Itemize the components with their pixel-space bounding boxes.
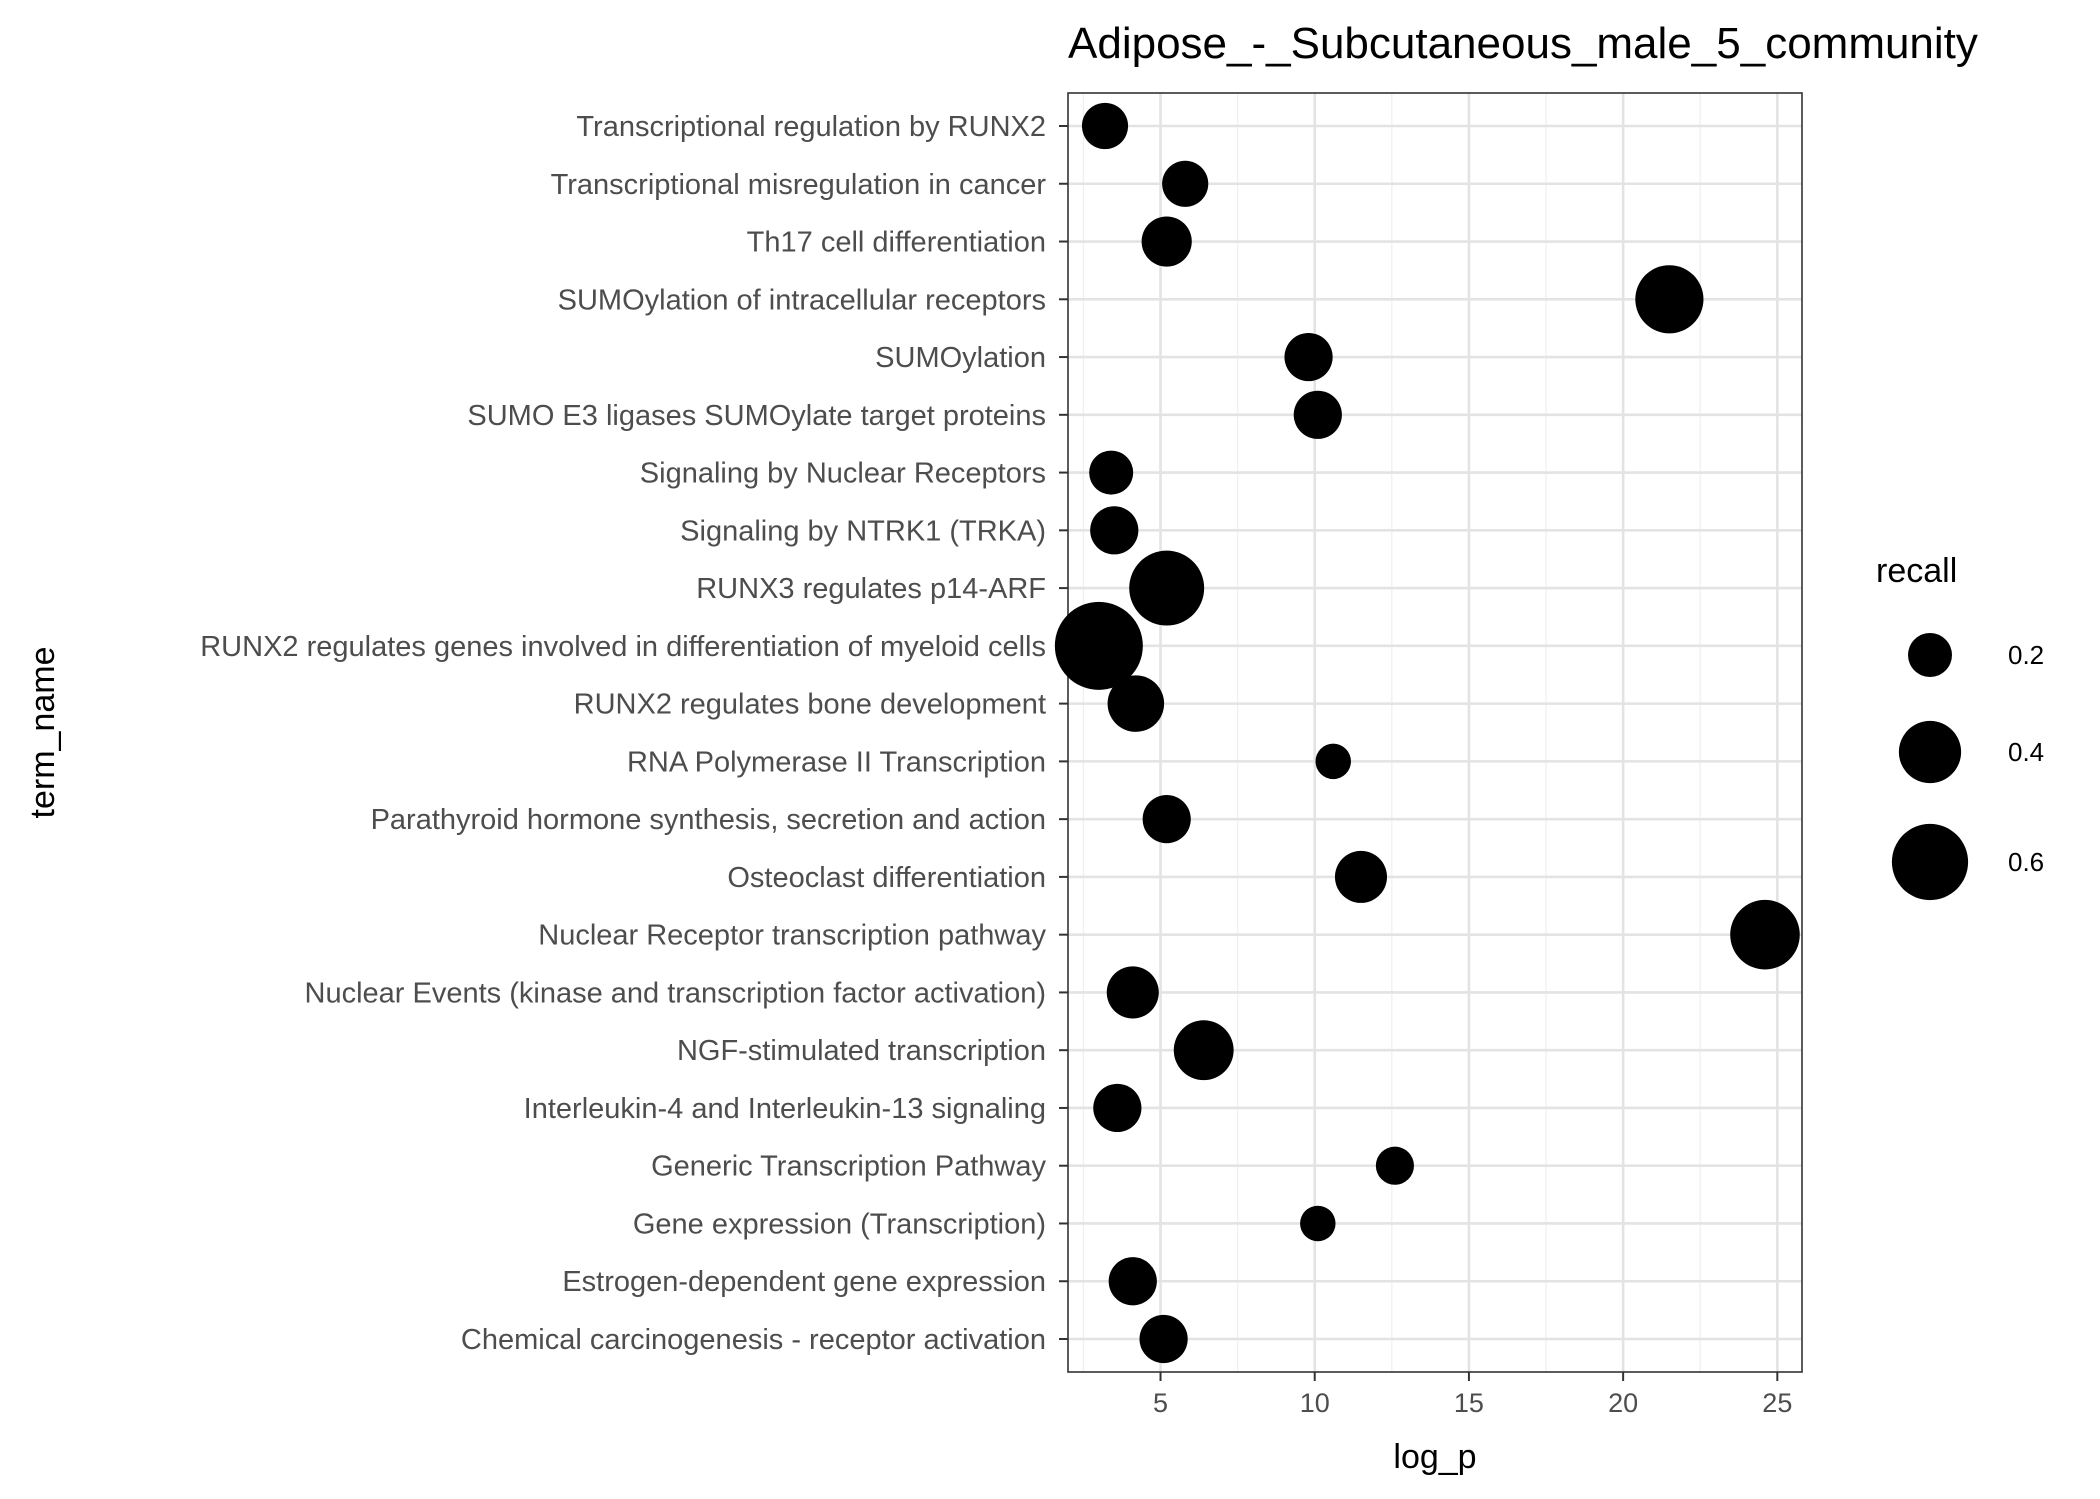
data-point xyxy=(1173,1020,1234,1081)
chart-title: Adipose_-_Subcutaneous_male_5_community xyxy=(1068,19,1978,68)
data-point xyxy=(1730,899,1800,970)
y-tick-label: Signaling by NTRK1 (TRKA) xyxy=(680,515,1046,547)
data-point xyxy=(1162,160,1209,207)
x-tick-label: 10 xyxy=(1300,1388,1330,1418)
data-point xyxy=(1106,966,1159,1019)
y-tick-label: Transcriptional misregulation in cancer xyxy=(551,169,1047,201)
y-tick-label: RUNX2 regulates genes involved in differ… xyxy=(200,631,1046,663)
y-tick-label: Chemical carcinogenesis - receptor activ… xyxy=(461,1324,1046,1356)
data-point xyxy=(1300,1205,1336,1242)
data-point xyxy=(1089,450,1134,495)
data-point xyxy=(1635,265,1704,334)
legend-key xyxy=(1908,633,1952,677)
panel-border xyxy=(1067,92,1803,1373)
legend-key xyxy=(1898,720,1962,784)
axis-ticks: 5 10 15 20 25 Transcriptional regulation by R… xyxy=(200,111,1792,1418)
data-point xyxy=(1139,1314,1188,1364)
y-tick-label: Estrogen-dependent gene expression xyxy=(562,1266,1046,1298)
y-tick-label: Parathyroid hormone synthesis, secretion… xyxy=(371,804,1046,836)
legend-label: 0.6 xyxy=(2008,847,2044,877)
y-tick-label: Osteoclast differentiation xyxy=(727,862,1046,894)
data-point xyxy=(1129,550,1205,626)
points xyxy=(1054,102,1800,1364)
data-point xyxy=(1107,675,1165,732)
legend-title: recall xyxy=(1876,552,1957,590)
data-point xyxy=(1334,850,1388,903)
x-axis-title: log_p xyxy=(1393,1438,1476,1476)
y-tick-label: Signaling by Nuclear Receptors xyxy=(640,458,1046,490)
y-tick-label: Nuclear Receptor transcription pathway xyxy=(538,920,1046,952)
y-tick-label: Interleukin-4 and Interleukin-13 signali… xyxy=(524,1093,1046,1125)
legend: recall 0.2 0.4 0.6 xyxy=(1876,552,2044,901)
x-tick-label: 20 xyxy=(1608,1388,1638,1418)
y-tick-label: Th17 cell differentiation xyxy=(747,227,1046,259)
y-axis-title: term_name xyxy=(24,647,62,819)
x-tick-label: 15 xyxy=(1454,1388,1484,1418)
y-tick-label: Gene expression (Transcription) xyxy=(633,1208,1046,1240)
data-point xyxy=(1315,743,1351,780)
y-tick-label: RUNX3 regulates p14-ARF xyxy=(696,573,1046,605)
data-point xyxy=(1081,102,1129,150)
data-point xyxy=(1090,506,1139,555)
data-point xyxy=(1108,1257,1157,1306)
x-tick-label: 25 xyxy=(1762,1388,1792,1418)
y-tick-label: Generic Transcription Pathway xyxy=(651,1151,1046,1183)
y-tick-label: SUMO E3 ligases SUMOylate target protein… xyxy=(467,400,1046,432)
y-tick-label: SUMOylation of intracellular receptors xyxy=(558,284,1046,316)
legend-label: 0.2 xyxy=(2008,640,2044,670)
data-point xyxy=(1375,1146,1414,1185)
y-tick-label: SUMOylation xyxy=(875,342,1046,374)
y-tick-label: NGF-stimulated transcription xyxy=(677,1035,1046,1067)
data-point xyxy=(1054,601,1143,690)
data-point xyxy=(1142,795,1191,844)
legend-key xyxy=(1891,823,1969,901)
y-tick-label: Transcriptional regulation by RUNX2 xyxy=(576,111,1046,143)
data-point xyxy=(1293,390,1342,439)
y-tick-label: Nuclear Events (kinase and transcription… xyxy=(305,977,1046,1009)
data-point xyxy=(1093,1083,1142,1133)
y-tick-label: RNA Polymerase II Transcription xyxy=(627,746,1046,778)
data-point xyxy=(1141,216,1192,267)
legend-label: 0.4 xyxy=(2008,737,2044,767)
x-tick-label: 5 xyxy=(1153,1388,1168,1418)
y-tick-label: RUNX2 regulates bone development xyxy=(574,689,1046,721)
data-point xyxy=(1284,332,1333,382)
